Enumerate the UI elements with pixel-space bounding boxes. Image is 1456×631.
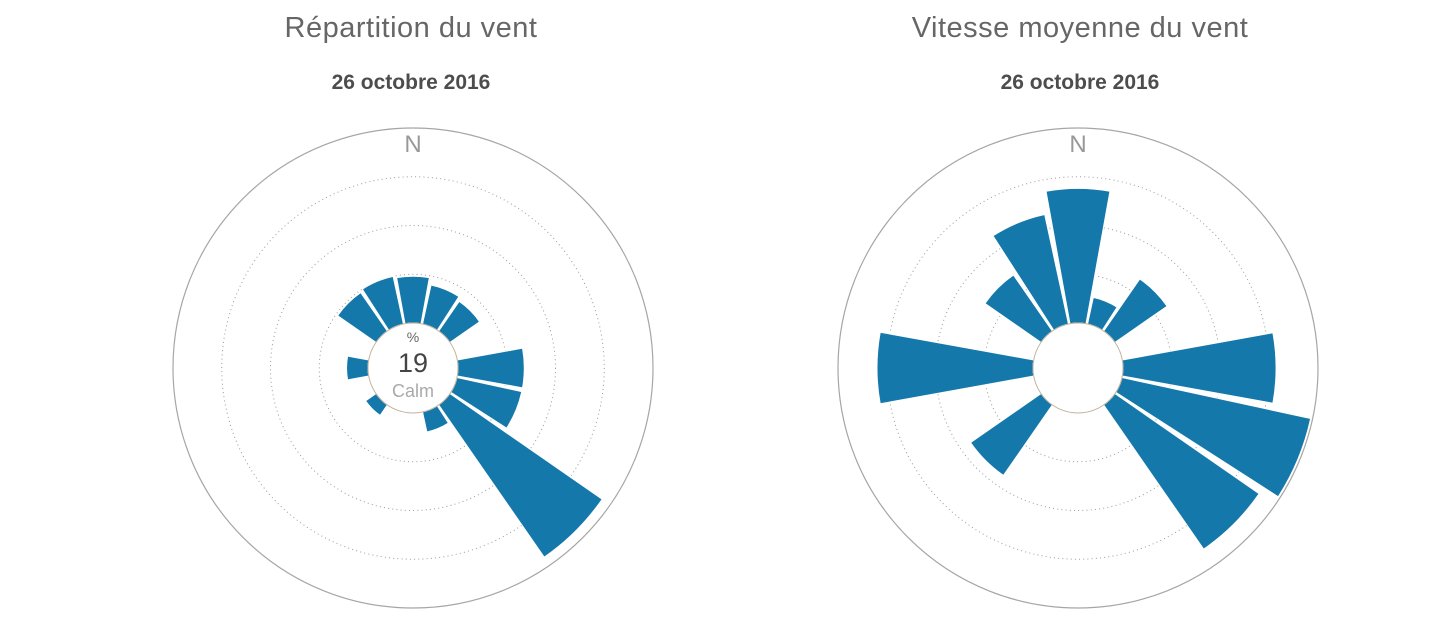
north-axis-label: N	[404, 131, 421, 158]
right-chart-title: Vitesse moyenne du vent	[911, 12, 1249, 44]
center-unit-label: %	[406, 329, 420, 345]
calm-center-label: % 19 Calm	[353, 329, 473, 403]
right-chart-subtitle: 26 octobre 2016	[1000, 71, 1160, 94]
outer-axis-circle	[837, 127, 1319, 609]
north-axis-label: N	[1069, 131, 1086, 158]
wind-sector-SE[interactable]	[437, 392, 603, 558]
windrose-chart-repartition: N	[172, 127, 654, 609]
calm-text-label: Calm	[391, 381, 434, 402]
grid-ring	[221, 176, 605, 560]
wind-sector-W[interactable]	[876, 331, 1035, 405]
calm-percent-value: 19	[397, 347, 429, 378]
windrose-chart-vitesse: N	[837, 127, 1319, 609]
outer-axis-circle	[172, 127, 654, 609]
center-hole-circle	[367, 322, 459, 414]
left-chart-subtitle: 26 octobre 2016	[331, 71, 491, 94]
wind-sector-SW[interactable]	[969, 392, 1054, 477]
grid-ring	[270, 225, 556, 511]
center-hole-circle	[1032, 322, 1124, 414]
left-chart-title: Répartition du vent	[284, 12, 538, 44]
